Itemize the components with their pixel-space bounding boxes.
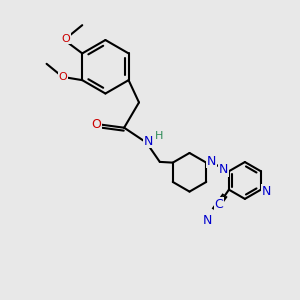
Text: O: O bbox=[61, 34, 70, 44]
Text: N: N bbox=[219, 163, 228, 176]
Text: H: H bbox=[155, 131, 163, 141]
Text: C: C bbox=[214, 198, 223, 211]
Text: O: O bbox=[58, 72, 67, 82]
Text: N: N bbox=[203, 214, 212, 227]
Text: N: N bbox=[144, 135, 153, 148]
Text: N: N bbox=[207, 154, 216, 168]
Text: O: O bbox=[92, 118, 101, 131]
Text: N: N bbox=[262, 185, 271, 198]
